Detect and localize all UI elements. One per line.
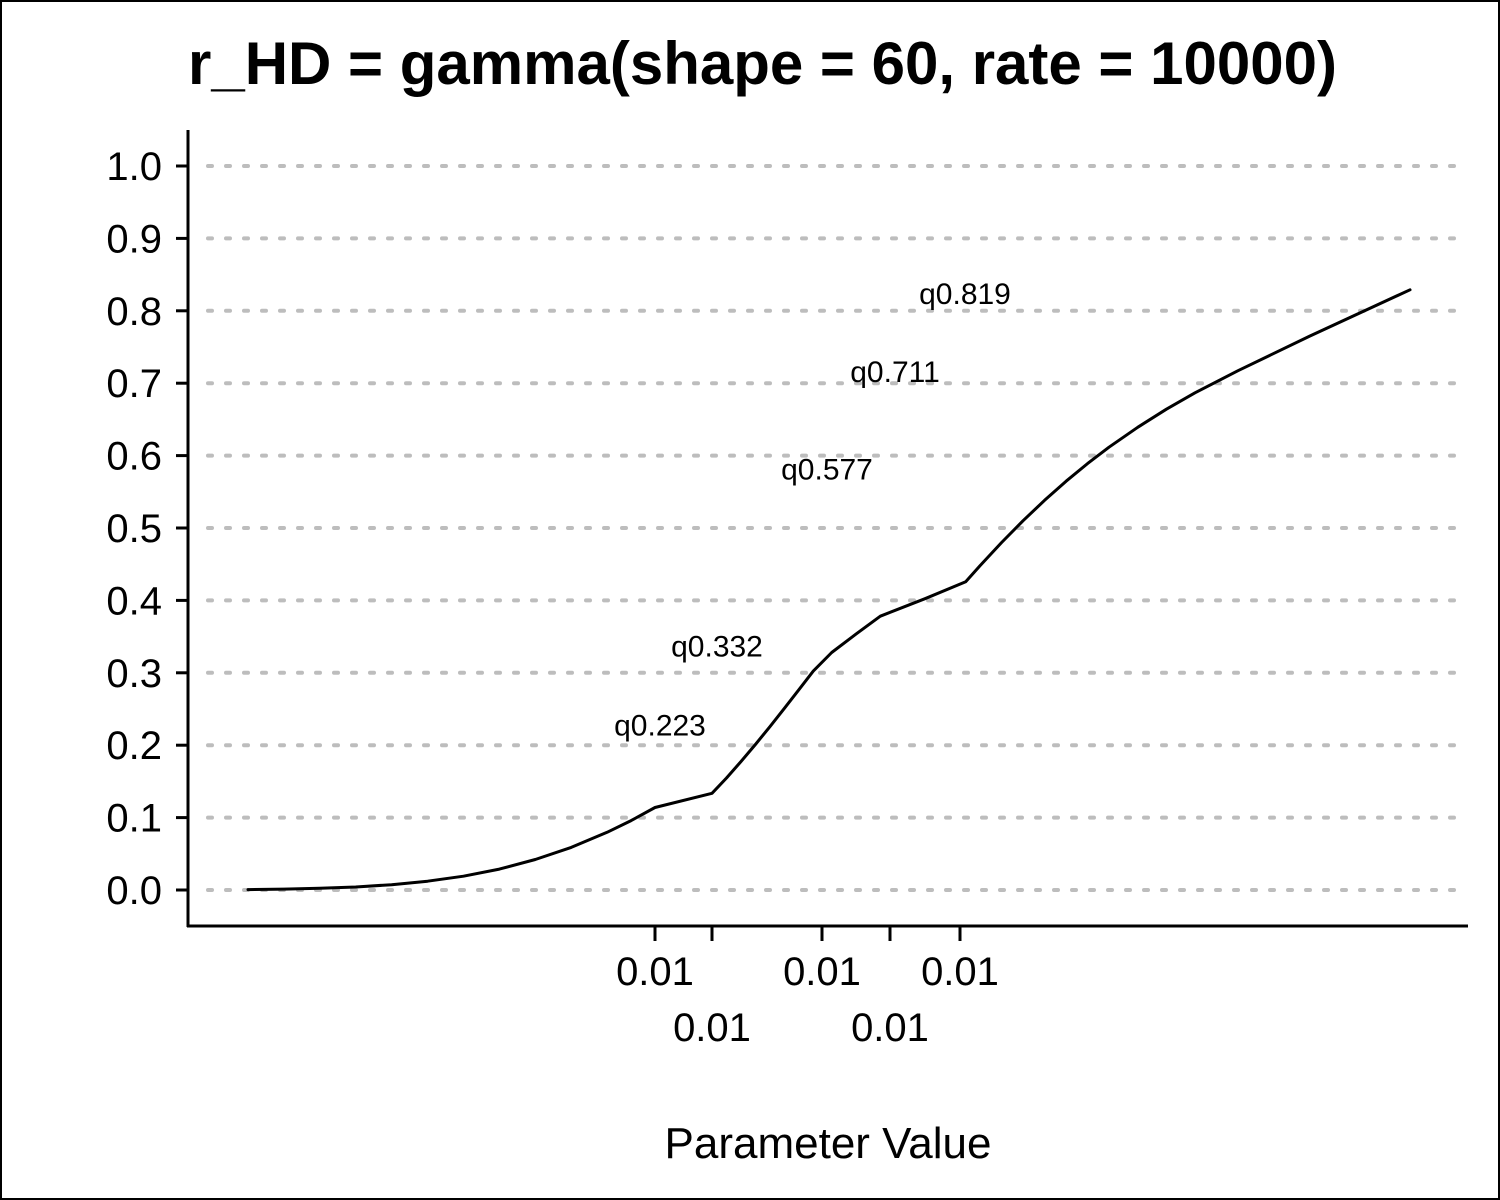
cdf-line [246, 288, 1412, 892]
y-tick-label: 0.3 [106, 652, 162, 696]
quantile-label: q0.819 [919, 278, 1011, 311]
quantile-label: q0.223 [614, 710, 706, 743]
y-tick-label: 0.0 [106, 869, 162, 913]
quantile-label: q0.711 [850, 356, 940, 389]
gridlines [206, 164, 1460, 892]
x-tick-label: 0.01 [921, 950, 999, 994]
x-axis-title: Parameter Value [665, 1119, 992, 1168]
x-tick-label: 0.01 [673, 1006, 751, 1050]
axes: 0.0 0.1 0.2 0.3 0.4 0.5 0.6 0.7 0.8 0.9 1.0 0.01 0.0… [106, 130, 1468, 1050]
y-tick-label: 0.2 [106, 724, 162, 768]
data-series [246, 288, 1412, 892]
y-tick-label: 0.8 [106, 290, 162, 334]
quantile-label: q0.577 [781, 453, 873, 486]
y-tick-label: 0.5 [106, 507, 162, 551]
x-tick-label: 0.01 [783, 950, 861, 994]
y-tick-label: 0.1 [106, 797, 162, 841]
y-tick-label: 0.7 [106, 362, 162, 406]
chart-title: r_HD = gamma(shape = 60, rate = 10000) [188, 30, 1337, 97]
x-tick-label: 0.01 [616, 950, 694, 994]
quantile-annotations: q0.223 q0.332 q0.577 q0.711 q0.819 [614, 278, 1011, 743]
y-tick-label: 0.4 [106, 579, 162, 623]
y-tick-label: 1.0 [106, 145, 162, 189]
y-tick-label: 0.9 [106, 217, 162, 261]
x-tick-label: 0.01 [851, 1006, 929, 1050]
y-tick-label: 0.6 [106, 435, 162, 479]
quantile-label: q0.332 [671, 631, 763, 664]
